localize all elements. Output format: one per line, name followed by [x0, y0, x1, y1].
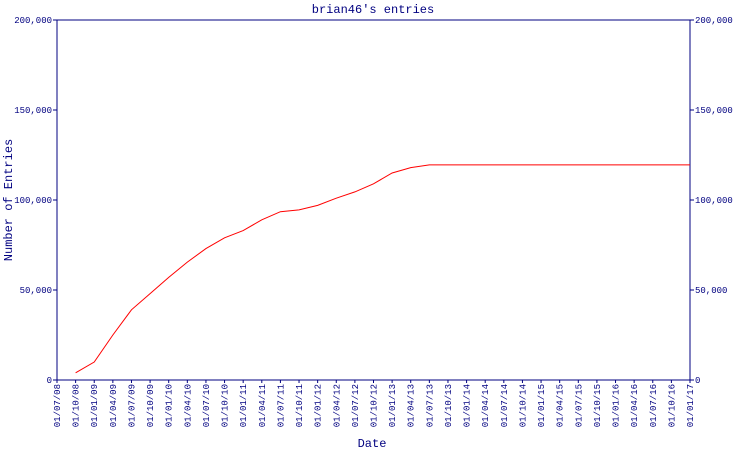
- y-tick-label: 0: [47, 376, 52, 386]
- x-tick-label: 01/04/09: [109, 384, 119, 427]
- data-line: [75, 164, 690, 374]
- chart-title: brian46's entries: [312, 3, 434, 17]
- x-tick-label: 01/07/14: [500, 384, 510, 427]
- x-tick-label: 01/10/10: [221, 384, 231, 427]
- y-axis-label: Number of Entries: [2, 139, 16, 261]
- x-tick-label: 01/01/15: [537, 384, 547, 427]
- x-tick-label: 01/01/12: [314, 384, 324, 427]
- x-tick-label: 01/10/08: [72, 384, 82, 427]
- y2-tick-label: 100,000: [695, 196, 733, 206]
- y2-tick-label: 200,000: [695, 16, 733, 26]
- x-tick-label: 01/07/08: [53, 384, 63, 427]
- y2-tick-label: 50,000: [695, 286, 727, 296]
- x-tick-label: 01/10/14: [518, 384, 528, 427]
- x-tick-label: 01/10/09: [146, 384, 156, 427]
- y2-tick-label: 150,000: [695, 106, 733, 116]
- x-tick-label: 01/07/13: [425, 384, 435, 427]
- x-tick-label: 01/07/12: [351, 384, 361, 427]
- x-tick-label: 01/01/10: [165, 384, 175, 427]
- x-tick-label: 01/01/11: [239, 384, 249, 427]
- x-tick-label: 01/04/12: [332, 384, 342, 427]
- x-tick-label: 01/07/15: [574, 384, 584, 427]
- y-tick-label: 150,000: [14, 106, 52, 116]
- y-tick-label: 100,000: [14, 196, 52, 206]
- y-tick-label: 200,000: [14, 16, 52, 26]
- x-tick-label: 01/04/15: [556, 384, 566, 427]
- x-tick-label: 01/04/10: [183, 384, 193, 427]
- x-tick-label: 01/01/16: [612, 384, 622, 427]
- x-tick-label: 01/04/14: [481, 384, 491, 427]
- x-tick-label: 01/07/09: [127, 384, 137, 427]
- x-axis-label: Date: [358, 437, 387, 450]
- x-tick-label: 01/01/17: [686, 384, 696, 427]
- x-tick-label: 01/07/11: [276, 384, 286, 427]
- x-tick-label: 01/07/16: [649, 384, 659, 427]
- x-tick-label: 01/10/13: [444, 384, 454, 427]
- plot-frame: [56, 19, 691, 381]
- x-tick-label: 01/10/15: [593, 384, 603, 427]
- y-tick-label: 50,000: [20, 286, 52, 296]
- x-tick-label: 01/07/10: [202, 384, 212, 427]
- y2-tick-label: 0: [695, 376, 700, 386]
- x-tick-label: 01/10/12: [370, 384, 380, 427]
- x-tick-label: 01/01/13: [388, 384, 398, 427]
- x-tick-label: 01/10/11: [295, 384, 305, 427]
- x-tick-label: 01/04/13: [407, 384, 417, 427]
- x-tick-label: 01/10/16: [667, 384, 677, 427]
- x-tick-label: 01/01/14: [463, 384, 473, 427]
- x-tick-label: 01/01/09: [90, 384, 100, 427]
- x-tick-label: 01/04/16: [630, 384, 640, 427]
- x-tick-label: 01/04/11: [258, 384, 268, 427]
